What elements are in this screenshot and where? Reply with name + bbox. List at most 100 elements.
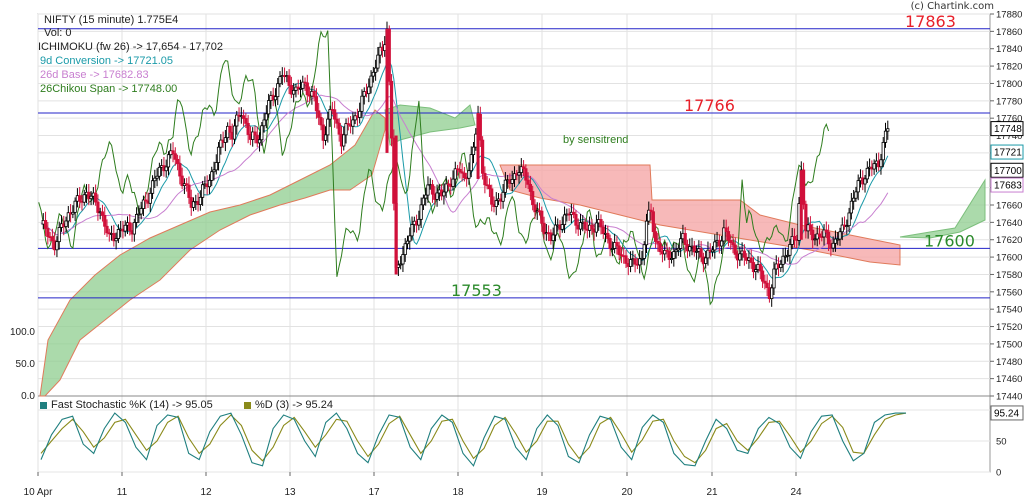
candle-body [804, 203, 808, 232]
candle-body [683, 233, 687, 245]
candle-body [171, 150, 175, 155]
candle-body [260, 125, 264, 141]
candle-body [289, 85, 293, 95]
stoch-k-line [40, 412, 906, 467]
candle-body [358, 110, 362, 118]
candle-body [786, 254, 790, 257]
candle-body [273, 96, 278, 101]
candle-body [371, 71, 375, 77]
left-scale-label: 0.0 [21, 391, 35, 402]
candle-body [770, 287, 774, 300]
candle-body [351, 119, 355, 127]
candle-body [150, 180, 155, 194]
y-tick-label: 17740 [996, 131, 1022, 142]
candle-body [262, 119, 266, 127]
candle-body [724, 227, 728, 232]
candle-body [883, 130, 888, 143]
candle-body [811, 229, 815, 241]
level-label-17863: 17863 [905, 12, 956, 31]
candle-body [838, 231, 842, 240]
candle-body [856, 180, 860, 193]
stoch-axis-label: 0 [996, 468, 1001, 479]
candle-body [590, 224, 594, 230]
candle-body [483, 172, 487, 186]
base-line [40, 94, 889, 265]
candle-body [704, 257, 708, 264]
candlesticks [41, 21, 890, 307]
left-scale-label: 50.0 [16, 359, 36, 370]
candle-body [157, 166, 161, 177]
candle-body [223, 137, 227, 143]
candle-body [849, 200, 853, 214]
y-tick-label: 17600 [996, 253, 1022, 264]
candle-body [235, 114, 239, 127]
candle-body [43, 220, 48, 229]
chart-title: NIFTY (15 minute) 1.775E4 [44, 14, 179, 26]
stoch-d-line [40, 412, 907, 464]
candle-body [886, 128, 890, 132]
candle-body [112, 233, 116, 242]
candle-body [319, 117, 323, 126]
candle-body [669, 257, 674, 260]
ichimoku-legend: ICHIMOKU (fw 26) -> 17,654 - 17,702 [38, 41, 223, 53]
candle-body [847, 212, 851, 227]
spike-candle [799, 170, 803, 240]
candle-body [510, 179, 514, 184]
candle-body [610, 248, 614, 250]
candle-body [619, 254, 624, 257]
candle-body [845, 225, 849, 228]
candle-body [519, 166, 523, 173]
candle-body [55, 241, 59, 251]
candle-body [116, 229, 120, 239]
candle-body [651, 211, 655, 233]
chikou-span-line [38, 30, 830, 306]
candle-body [599, 219, 603, 228]
candle-body [333, 109, 337, 120]
candle-body [760, 270, 765, 282]
candle-body [481, 139, 485, 174]
candle-body [399, 263, 403, 266]
y-tick-label: 17520 [996, 322, 1022, 333]
candle-body [255, 134, 259, 144]
candle-body [287, 75, 291, 86]
candle-body [512, 173, 517, 180]
candle-body [720, 240, 724, 247]
candle-body [442, 191, 446, 197]
candle-body [175, 158, 180, 164]
candle-body [699, 248, 703, 258]
candle-body [754, 269, 758, 273]
candle-body [78, 195, 82, 202]
y-tick-label: 17840 [996, 44, 1022, 55]
y-tick-label: 17660 [996, 201, 1022, 212]
level-label-17766: 17766 [684, 96, 735, 115]
candle-body [292, 90, 296, 95]
candle-body [180, 175, 184, 187]
candle-body [453, 168, 457, 180]
candle-body [808, 224, 812, 231]
candle-body [640, 257, 644, 260]
candle-body [353, 115, 357, 121]
x-tick-label: 10 Apr [24, 487, 54, 498]
candle-body [153, 177, 157, 182]
candle-body [594, 222, 599, 233]
value-tag-text: 17748 [994, 124, 1022, 135]
y-tick-label: 17540 [996, 305, 1022, 316]
candle-body [606, 232, 610, 239]
candle-body [833, 238, 838, 244]
candle-body [672, 251, 676, 259]
x-tick-label: 13 [284, 487, 296, 498]
candle-body [533, 204, 537, 213]
horizontal-levels: 17863 17766 17600 17553 [38, 12, 990, 300]
axes: 1744017460174801750017520175401756017580… [10, 10, 1022, 499]
y-tick-label: 17440 [996, 392, 1022, 403]
candle-body [267, 100, 271, 115]
spike-candle [385, 28, 389, 153]
x-tick-label: 18 [452, 487, 464, 498]
candle-body [647, 209, 651, 222]
sensitrend-annotation: by sensitrend [563, 134, 629, 146]
candle-body [178, 163, 182, 177]
candle-body [426, 184, 430, 196]
candle-body [772, 268, 776, 289]
candle-body [173, 153, 177, 160]
candle-body [346, 123, 350, 126]
